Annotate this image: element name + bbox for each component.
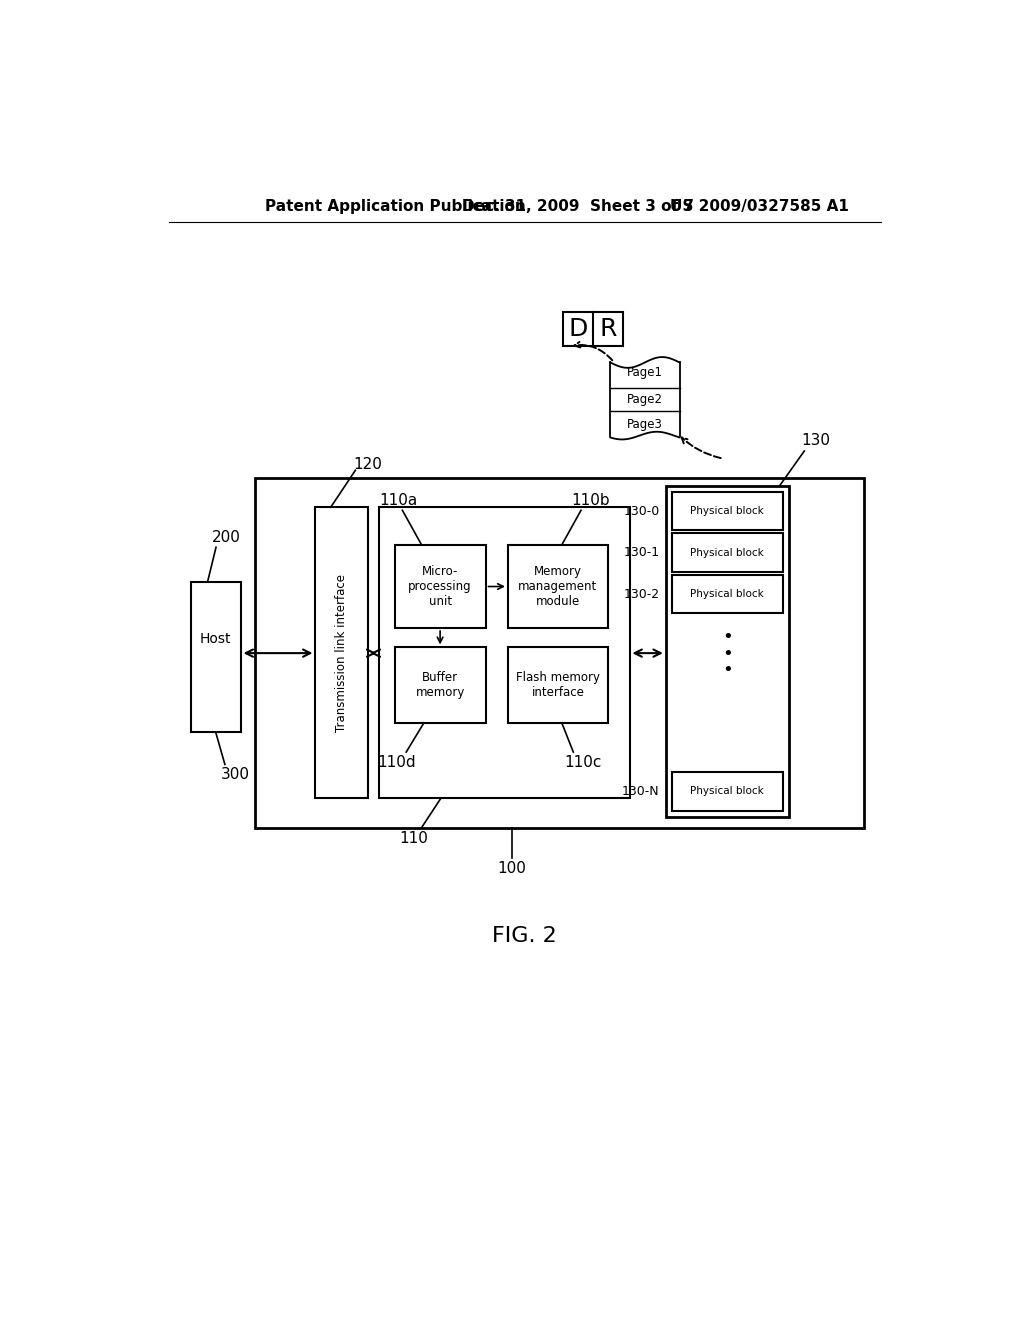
Bar — [190, 582, 241, 733]
Bar — [672, 772, 782, 810]
Text: Micro-
processing
unit: Micro- processing unit — [409, 565, 472, 609]
Text: 130-2: 130-2 — [624, 587, 659, 601]
Text: Dec. 31, 2009  Sheet 3 of 7: Dec. 31, 2009 Sheet 3 of 7 — [462, 199, 693, 214]
Text: US 2009/0327585 A1: US 2009/0327585 A1 — [670, 199, 849, 214]
Text: •: • — [722, 627, 733, 645]
Bar — [672, 492, 782, 531]
Bar — [508, 647, 608, 723]
Text: 110a: 110a — [380, 492, 418, 508]
Text: 120: 120 — [353, 457, 382, 473]
Text: Page2: Page2 — [627, 393, 663, 407]
Text: 110c: 110c — [564, 755, 602, 771]
Text: 130-1: 130-1 — [624, 546, 659, 560]
Text: Page3: Page3 — [627, 418, 663, 432]
Text: 130-N: 130-N — [622, 785, 659, 797]
Text: Patent Application Publication: Patent Application Publication — [265, 199, 526, 214]
Text: 130-0: 130-0 — [624, 504, 659, 517]
Text: 110d: 110d — [377, 755, 416, 771]
Bar — [315, 507, 368, 799]
Text: FIG. 2: FIG. 2 — [493, 927, 557, 946]
Text: Transmission link interface: Transmission link interface — [335, 574, 348, 731]
Text: Memory
management
module: Memory management module — [518, 565, 598, 609]
Text: D: D — [568, 317, 588, 342]
Text: Physical block: Physical block — [690, 787, 764, 796]
Text: 110: 110 — [399, 830, 428, 846]
Text: R: R — [600, 317, 617, 342]
Text: Physical block: Physical block — [690, 548, 764, 557]
Bar — [666, 486, 788, 817]
Bar — [672, 576, 782, 614]
Bar — [394, 545, 485, 628]
Bar — [255, 478, 863, 829]
Text: 110b: 110b — [571, 492, 610, 508]
Text: Flash memory
interface: Flash memory interface — [516, 671, 600, 700]
Bar — [394, 647, 485, 723]
Text: Physical block: Physical block — [690, 506, 764, 516]
Text: Host: Host — [200, 632, 231, 645]
Text: Buffer
memory: Buffer memory — [416, 671, 465, 700]
Text: 130: 130 — [802, 433, 830, 449]
Bar — [672, 533, 782, 572]
Text: 200: 200 — [212, 529, 241, 545]
Bar — [610, 363, 680, 436]
Text: Physical block: Physical block — [690, 589, 764, 599]
Text: •: • — [722, 661, 733, 680]
Bar — [379, 507, 630, 799]
Bar — [563, 313, 624, 346]
Text: Page1: Page1 — [627, 366, 663, 379]
Text: 300: 300 — [220, 767, 250, 781]
Text: •: • — [722, 644, 733, 663]
Text: 100: 100 — [498, 861, 526, 876]
Bar — [508, 545, 608, 628]
